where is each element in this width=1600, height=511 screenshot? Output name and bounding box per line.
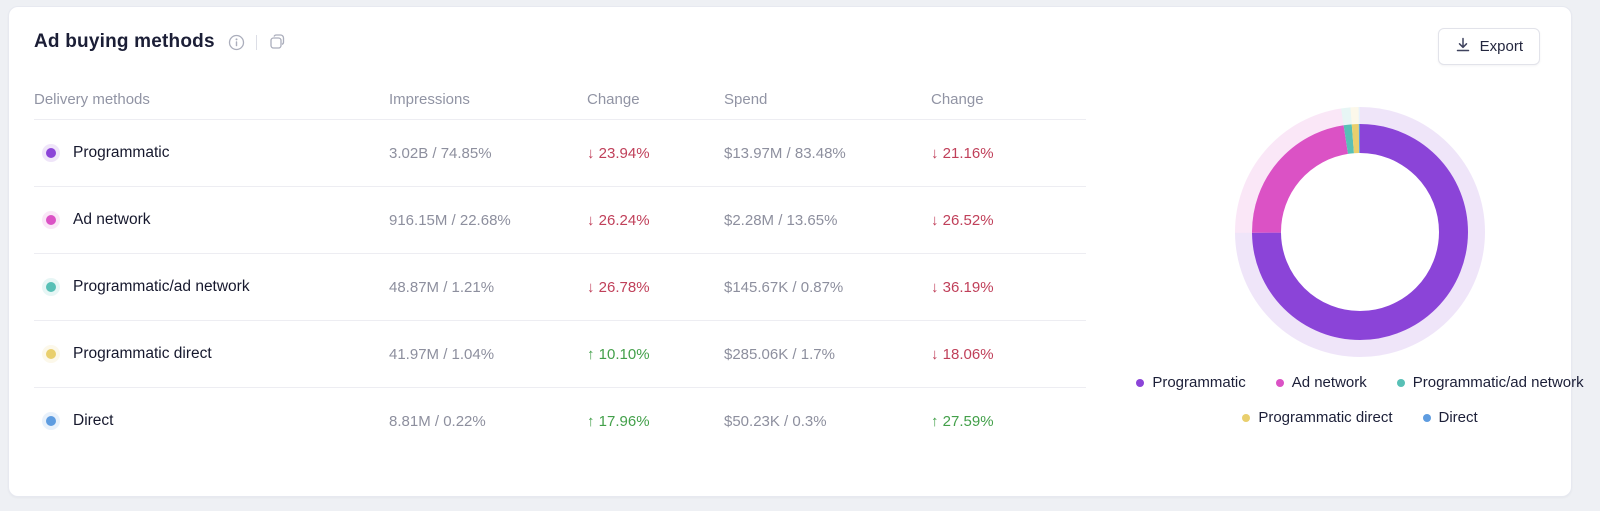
method-dot <box>46 148 56 158</box>
spend-value: $13.97M / 83.48% <box>724 144 846 162</box>
legend-item[interactable]: Direct <box>1422 406 1478 430</box>
legend-label: Programmatic <box>1152 374 1246 391</box>
col-header-delivery-methods: Delivery methods <box>34 90 150 108</box>
spend-value: $2.28M / 13.65% <box>724 211 838 229</box>
col-header-impressions-change: Change <box>587 90 640 108</box>
legend-label: Programmatic/ad network <box>1412 374 1584 391</box>
legend-item[interactable]: Programmatic <box>1136 371 1246 395</box>
delivery-methods-table: Delivery methods Impressions Change Spen… <box>34 79 1086 454</box>
method-cell: Ad network <box>34 211 389 229</box>
impressions-change: ↑ 10.10% <box>587 345 650 363</box>
col-header-impressions: Impressions <box>389 90 470 108</box>
method-cell: Programmatic direct <box>34 345 389 363</box>
table-row: Programmatic 3.02B / 74.85% ↓ 23.94% $13… <box>34 120 1086 186</box>
impressions-change: ↓ 26.78% <box>587 278 650 296</box>
impressions-change: ↑ 17.96% <box>587 412 650 430</box>
impressions-change: ↓ 26.24% <box>587 211 650 229</box>
col-header-spend-change: Change <box>931 90 984 108</box>
method-label: Programmatic <box>73 144 170 161</box>
impressions-change: ↓ 23.94% <box>587 144 650 162</box>
icon-divider <box>255 34 257 50</box>
spend-value: $50.23K / 0.3% <box>724 412 827 430</box>
spend-change: ↓ 36.19% <box>931 278 994 296</box>
table-header-row: Delivery methods Impressions Change Spen… <box>34 79 1086 120</box>
table-row: Programmatic direct 41.97M / 1.04% ↑ 10.… <box>34 320 1086 387</box>
legend-dot <box>1275 379 1284 387</box>
legend-item[interactable]: Ad network <box>1275 371 1367 395</box>
impressions-value: 3.02B / 74.85% <box>389 144 492 162</box>
donut-segment-1[interactable] <box>1252 124 1468 340</box>
spend-change: ↓ 26.52% <box>931 211 994 229</box>
export-button[interactable]: Export <box>1437 28 1540 65</box>
donut-segment-4[interactable] <box>1252 124 1468 340</box>
method-cell: Programmatic/ad network <box>34 278 389 296</box>
method-dot <box>46 416 56 426</box>
method-cell: Programmatic <box>34 144 389 162</box>
spend-change: ↓ 21.16% <box>931 144 994 162</box>
method-dot-halo <box>42 345 60 363</box>
method-dot-halo <box>42 211 60 229</box>
legend-item[interactable]: Programmatic/ad network <box>1396 371 1584 395</box>
legend-dot <box>1396 379 1405 387</box>
legend-label: Ad network <box>1291 374 1367 391</box>
chart-panel: Programmatic Ad network Programmatic/ad ne… <box>1086 79 1600 454</box>
legend-dot <box>1422 414 1431 422</box>
export-label: Export <box>1479 38 1523 55</box>
col-header-spend: Spend <box>724 90 768 108</box>
impressions-value: 41.97M / 1.04% <box>389 345 495 363</box>
donut-chart[interactable] <box>1235 107 1485 357</box>
spend-change: ↑ 27.59% <box>931 412 994 430</box>
method-dot <box>46 349 56 359</box>
ad-buying-methods-card: Ad buying methods <box>8 6 1584 497</box>
method-dot-halo <box>42 278 60 296</box>
legend-label: Direct <box>1438 409 1478 426</box>
card-content: Delivery methods Impressions Change Spen… <box>34 79 1584 454</box>
info-icon[interactable] <box>228 34 245 51</box>
donut-halo-segment-4[interactable] <box>1235 107 1485 357</box>
method-dot-halo <box>42 412 60 430</box>
method-cell: Direct <box>34 412 389 430</box>
legend-item[interactable]: Programmatic direct <box>1242 406 1393 430</box>
method-label: Programmatic/ad network <box>73 278 250 295</box>
method-label: Programmatic direct <box>73 345 212 362</box>
table-body: Programmatic 3.02B / 74.85% ↓ 23.94% $13… <box>34 120 1086 454</box>
donut-halo-segment-0[interactable] <box>1235 107 1485 357</box>
legend-label: Programmatic direct <box>1258 409 1393 426</box>
table-row: Direct 8.81M / 0.22% ↑ 17.96% $50.23K / … <box>34 387 1086 454</box>
method-label: Ad network <box>73 211 151 228</box>
method-dot <box>46 215 56 225</box>
card-header: Ad buying methods <box>34 27 1571 65</box>
page-title: Ad buying methods <box>34 31 215 52</box>
method-dot-halo <box>42 144 60 162</box>
donut-halo-segment-1[interactable] <box>1235 107 1485 357</box>
download-icon <box>1455 37 1471 57</box>
method-label: Direct <box>73 412 114 429</box>
legend-dot <box>1242 414 1251 422</box>
impressions-value: 916.15M / 22.68% <box>389 211 511 229</box>
spend-value: $285.06K / 1.7% <box>724 345 835 363</box>
legend-dot <box>1136 379 1145 387</box>
spend-change: ↓ 18.06% <box>931 345 994 363</box>
header-icons <box>228 33 286 51</box>
copy-icon[interactable] <box>268 33 286 51</box>
impressions-value: 8.81M / 0.22% <box>389 412 486 430</box>
chart-legend: Programmatic Ad network Programmatic/ad ne… <box>1120 371 1600 430</box>
method-dot <box>46 282 56 292</box>
spend-value: $145.67K / 0.87% <box>724 278 844 296</box>
table-row: Ad network 916.15M / 22.68% ↓ 26.24% $2.… <box>34 186 1086 253</box>
table-row: Programmatic/ad network 48.87M / 1.21% ↓… <box>34 253 1086 320</box>
impressions-value: 48.87M / 1.21% <box>389 278 495 296</box>
